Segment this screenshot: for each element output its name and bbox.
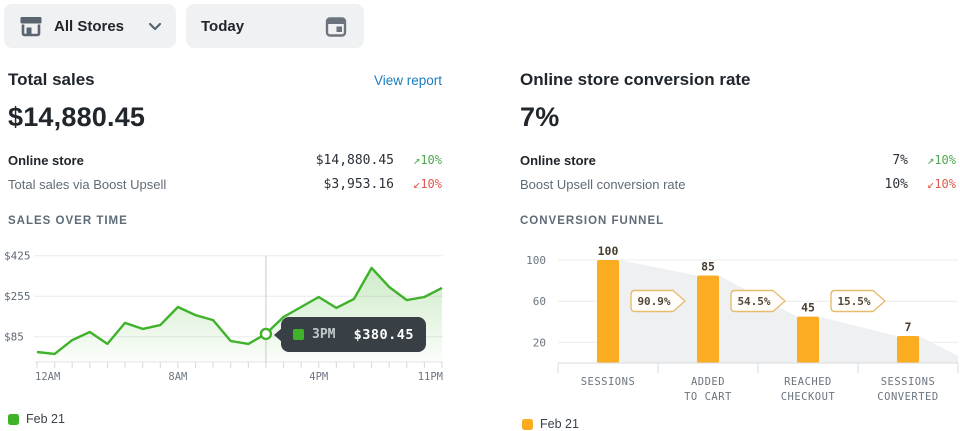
metric-value: 7% xyxy=(892,152,908,168)
date-selector-button[interactable]: Today xyxy=(186,4,364,48)
total-sales-title: Total sales xyxy=(8,70,95,89)
total-sales-breakdown: Online store $14,880.45 ↗10% Total sales… xyxy=(8,148,442,196)
funnel-chart-legend: Feb 21 xyxy=(522,417,579,431)
conversion-badge-label: 90.9% xyxy=(637,295,670,308)
conversion-badge-label: 15.5% xyxy=(837,295,870,308)
calendar-icon xyxy=(323,13,349,39)
legend-swatch-green xyxy=(8,413,19,425)
arrow-up-icon: ↗ xyxy=(413,153,421,167)
metric-delta-down: ↙10% xyxy=(927,177,956,191)
sales-chart-legend: Feb 21 xyxy=(8,412,65,426)
funnel-backdrop xyxy=(597,260,958,363)
metric-value: $3,953.16 xyxy=(323,176,394,192)
metric-label: Boost Upsell conversion rate xyxy=(520,176,686,192)
y-axis-tick-label: 100 xyxy=(526,254,546,267)
conversion-funnel-heading: CONVERSION FUNNEL xyxy=(520,215,665,227)
topbar: All Stores Today xyxy=(4,4,364,48)
category-label: TO CART xyxy=(684,391,732,403)
legend-swatch-orange xyxy=(522,418,533,430)
bar-value-label: 7 xyxy=(905,320,912,334)
metric-row-online-store: Online store $14,880.45 ↗10% xyxy=(8,148,442,172)
category-label: SESSIONS xyxy=(581,376,636,388)
metric-label: Online store xyxy=(520,152,596,168)
conversion-funnel-chart[interactable]: 100 60 20 100 85 45 7 90.9% 54.5% 15.5% SESSIONS AD… xyxy=(516,244,960,410)
arrow-down-icon: ↙ xyxy=(413,177,421,191)
arrow-down-icon: ↙ xyxy=(927,177,935,191)
bar-value-label: 100 xyxy=(598,244,619,258)
chart-tooltip: 3PM $380.45 xyxy=(274,317,426,352)
x-axis-tick-label: 11PM xyxy=(418,371,443,383)
category-label: CHECKOUT xyxy=(781,391,836,403)
category-label: REACHED xyxy=(784,376,832,388)
y-axis-tick-label: 20 xyxy=(533,336,546,349)
conversion-badge xyxy=(830,289,886,313)
metric-label: Online store xyxy=(8,152,84,168)
metric-value: $14,880.45 xyxy=(315,152,394,168)
conversion-breakdown: Online store 7% ↗10% Boost Upsell conver… xyxy=(520,148,956,196)
metric-delta-up: ↗10% xyxy=(413,153,442,167)
conversion-badge xyxy=(630,289,686,313)
conversion-badge xyxy=(730,289,786,313)
metric-delta-down: ↙10% xyxy=(413,177,442,191)
storefront-icon xyxy=(19,14,43,38)
x-axis-tick-label: 8AM xyxy=(168,371,187,383)
chevron-down-icon xyxy=(149,22,161,30)
sales-over-time-heading: SALES OVER TIME xyxy=(8,215,128,227)
store-selector-label: All Stores xyxy=(54,17,125,35)
x-axis-tick-label: 12AM xyxy=(35,371,60,383)
bar-value-label: 45 xyxy=(801,301,815,315)
tooltip-value: $380.45 xyxy=(353,326,414,343)
legend-label: Feb 21 xyxy=(26,412,65,426)
x-axis-tick-label: 4PM xyxy=(309,371,328,383)
tooltip-time: 3PM xyxy=(312,327,336,342)
total-sales-value: $14,880.45 xyxy=(8,102,146,132)
arrow-up-icon: ↗ xyxy=(927,153,935,167)
store-selector-button[interactable]: All Stores xyxy=(4,4,176,48)
date-selector-label: Today xyxy=(201,17,245,35)
funnel-bar[interactable] xyxy=(897,336,919,363)
funnel-bar[interactable] xyxy=(797,316,819,363)
metric-row-online-store-rate: Online store 7% ↗10% xyxy=(520,148,956,172)
total-sales-panel: Total sales View report $14,880.45 Onlin… xyxy=(8,70,442,227)
legend-label: Feb 21 xyxy=(540,417,579,431)
category-label: SESSIONS xyxy=(881,376,936,388)
bar-value-label: 85 xyxy=(701,259,715,273)
category-label: ADDED xyxy=(691,376,725,388)
funnel-bar[interactable] xyxy=(597,260,619,363)
y-axis-tick-label: $425 xyxy=(4,249,31,262)
metric-row-boost-upsell-rate: Boost Upsell conversion rate 10% ↙10% xyxy=(520,172,956,196)
series-line[interactable] xyxy=(36,266,443,356)
funnel-bar[interactable] xyxy=(697,275,719,363)
view-report-link[interactable]: View report xyxy=(373,73,442,88)
metric-value: 10% xyxy=(884,176,908,192)
y-axis-tick-label: 60 xyxy=(533,295,546,308)
metric-delta-up: ↗10% xyxy=(927,153,956,167)
conversion-value: 7% xyxy=(520,102,560,132)
conversion-title: Online store conversion rate xyxy=(520,70,751,89)
conversion-badge-label: 54.5% xyxy=(737,295,770,308)
tooltip-series-swatch xyxy=(293,329,304,340)
metric-label: Total sales via Boost Upsell xyxy=(8,176,167,192)
y-axis-tick-label: $255 xyxy=(4,290,31,303)
hover-point-marker[interactable] xyxy=(259,327,273,341)
conversion-panel: Online store conversion rate 7% Online s… xyxy=(520,70,956,227)
category-label: CONVERTED xyxy=(877,391,938,403)
metric-row-boost-upsell: Total sales via Boost Upsell $3,953.16 ↙… xyxy=(8,172,442,196)
y-axis-tick-label: $85 xyxy=(4,330,24,343)
